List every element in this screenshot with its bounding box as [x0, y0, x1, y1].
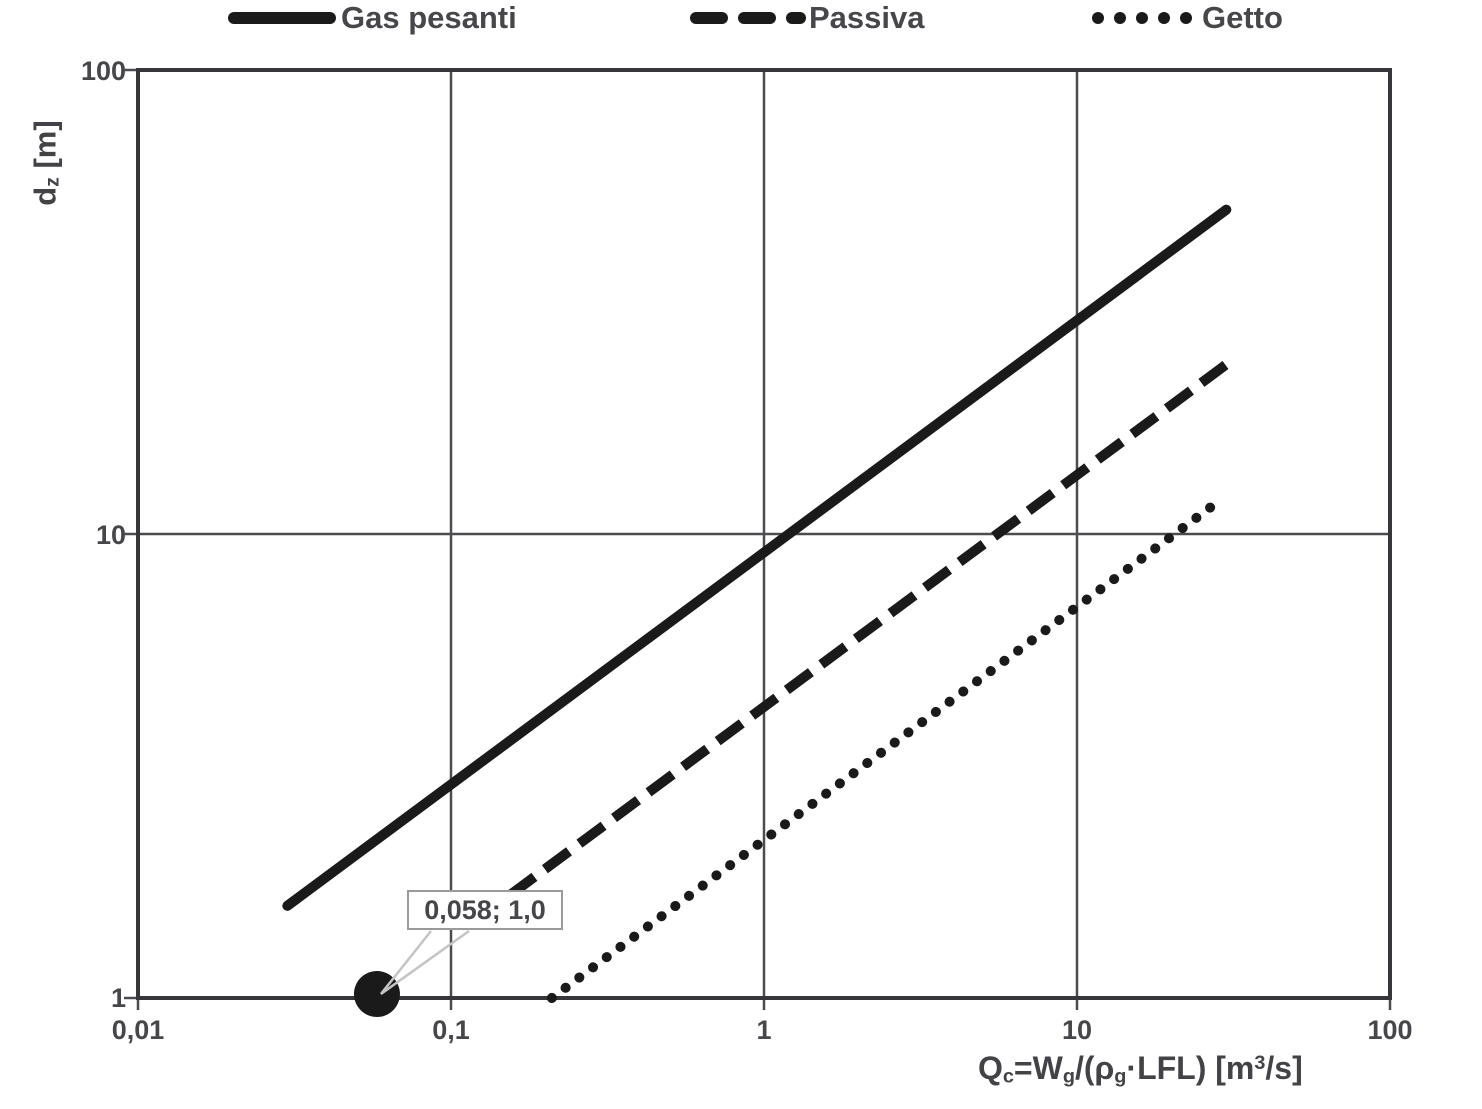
legend-label-getto: Getto: [1202, 0, 1283, 35]
dashed-line-sample-icon: [786, 12, 806, 24]
y-tick-10: 10: [95, 520, 126, 550]
x-axis-title: Qc=Wg/(ρg·LFL) [m3/s]: [978, 1050, 1303, 1088]
dotted-line-sample-icon: [1158, 12, 1170, 24]
dotted-line-sample-icon: [1092, 12, 1104, 24]
annotation-box: 0,058; 1,0: [407, 890, 563, 930]
x-tick-0-1: 0,1: [432, 1015, 470, 1045]
x-tick-0-01: 0,01: [111, 1015, 165, 1045]
dotted-line-sample-icon: [1136, 12, 1148, 24]
y-axis-title: dz [m]: [27, 120, 64, 206]
x-tick-1: 1: [756, 1015, 772, 1045]
legend-label-passiva: Passiva: [809, 0, 925, 35]
series-line-dashed: [472, 360, 1230, 925]
y-tick-1: 1: [110, 983, 126, 1013]
dotted-line-sample-icon: [1180, 12, 1192, 24]
dashed-line-sample-icon: [690, 12, 728, 24]
series-line-solid: [282, 204, 1232, 911]
series-line-dotted: [546, 493, 1227, 1003]
legend-item-getto: Getto: [1092, 2, 1283, 34]
legend-item-passiva: Passiva: [690, 2, 925, 34]
annotation-point: [353, 971, 400, 1017]
legend-item-gas-pesanti: Gas pesanti: [228, 2, 517, 34]
x-tick-10: 10: [1061, 1015, 1093, 1045]
legend-label-gas-pesanti: Gas pesanti: [341, 0, 517, 35]
x-tick-100: 100: [1367, 1015, 1413, 1045]
annotation-leader-line: [379, 930, 432, 995]
dashed-line-sample-icon: [738, 12, 776, 24]
solid-line-sample-icon: [228, 12, 336, 24]
annotation-leader-line: [380, 929, 470, 996]
plot-border: [136, 68, 1392, 1000]
dotted-line-sample-icon: [1114, 12, 1126, 24]
y-tick-100: 100: [80, 56, 126, 86]
